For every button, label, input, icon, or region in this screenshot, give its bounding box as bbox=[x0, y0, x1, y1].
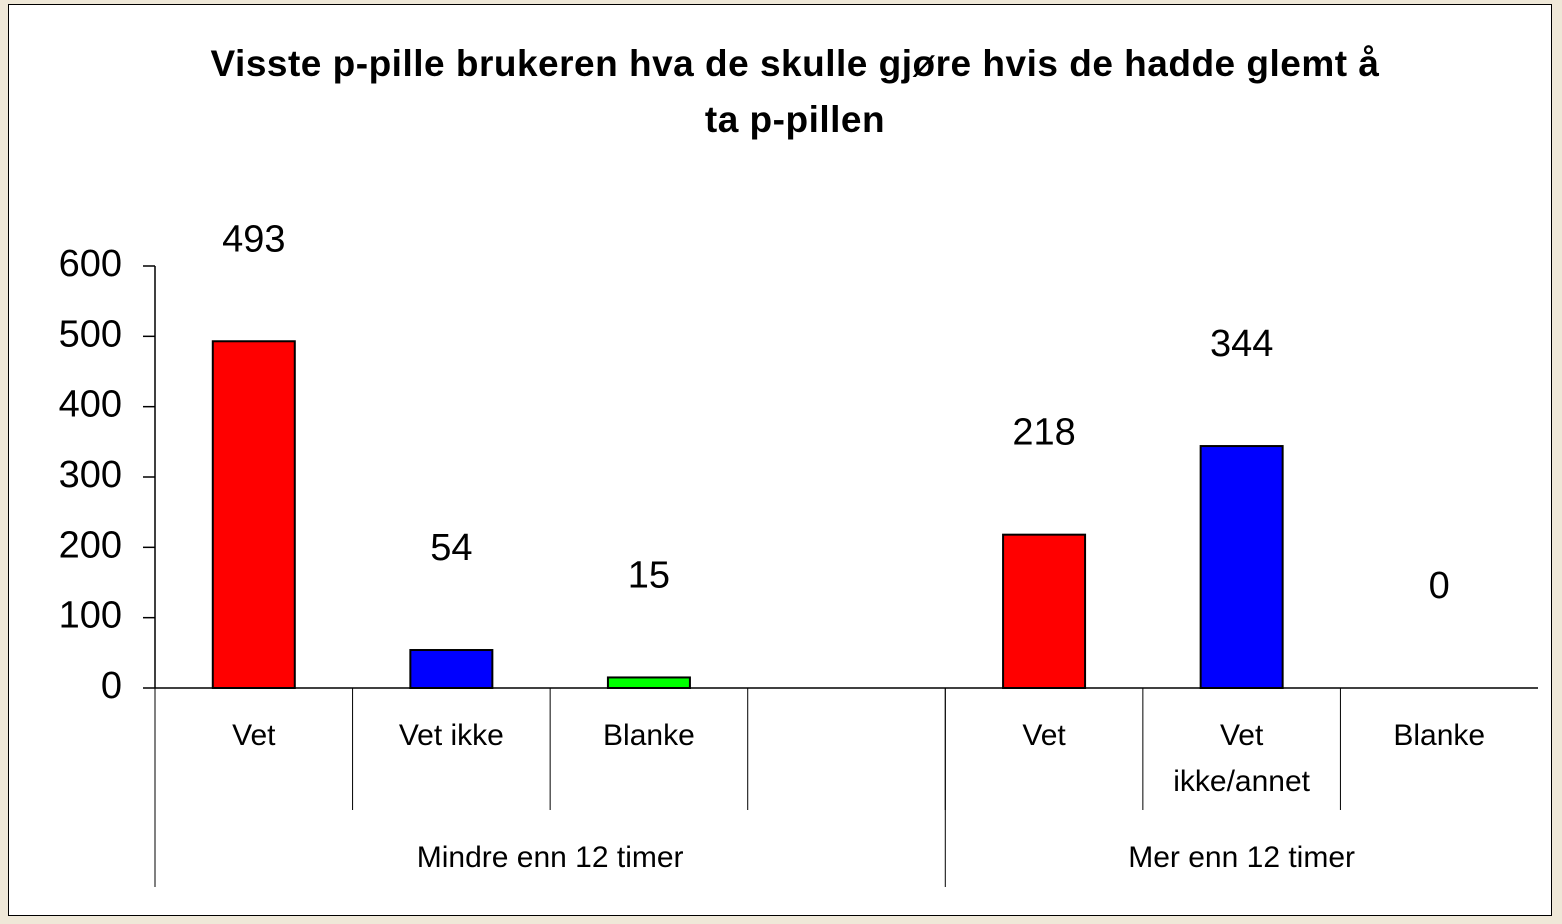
y-tick-label: 600 bbox=[59, 243, 122, 285]
y-tick-label: 500 bbox=[59, 313, 122, 355]
bar bbox=[409, 649, 494, 690]
value-label: 493 bbox=[222, 218, 285, 260]
y-tick-label: 100 bbox=[59, 595, 122, 637]
y-tick-label: 300 bbox=[59, 454, 122, 496]
bar bbox=[1199, 445, 1284, 690]
x-tick-label: Vet ikke bbox=[398, 719, 504, 752]
bar bbox=[606, 676, 691, 690]
chart-title: Visste p-pille brukeren hva de skulle gj… bbox=[210, 43, 1380, 140]
x-tick-label: Vet ikke/annet bbox=[1173, 719, 1311, 798]
group-label: Mer enn 12 timer bbox=[1128, 841, 1356, 874]
value-label: 0 bbox=[1429, 565, 1450, 607]
value-label: 54 bbox=[430, 527, 472, 569]
x-tick-label: Vet bbox=[1022, 719, 1066, 752]
x-tick-label: Blanke bbox=[1393, 719, 1486, 752]
value-label: 218 bbox=[1012, 412, 1075, 454]
y-tick-label: 200 bbox=[59, 524, 122, 566]
bar bbox=[211, 340, 296, 689]
group-label: Mindre enn 12 timer bbox=[416, 841, 684, 874]
bar bbox=[1002, 533, 1087, 689]
y-tick-label: 400 bbox=[59, 384, 122, 426]
x-tick-label: Blanke bbox=[603, 719, 695, 752]
value-label: 344 bbox=[1210, 323, 1273, 365]
y-tick-label: 0 bbox=[101, 665, 122, 707]
value-label: 15 bbox=[628, 554, 670, 596]
x-tick-label: Vet bbox=[232, 719, 276, 752]
